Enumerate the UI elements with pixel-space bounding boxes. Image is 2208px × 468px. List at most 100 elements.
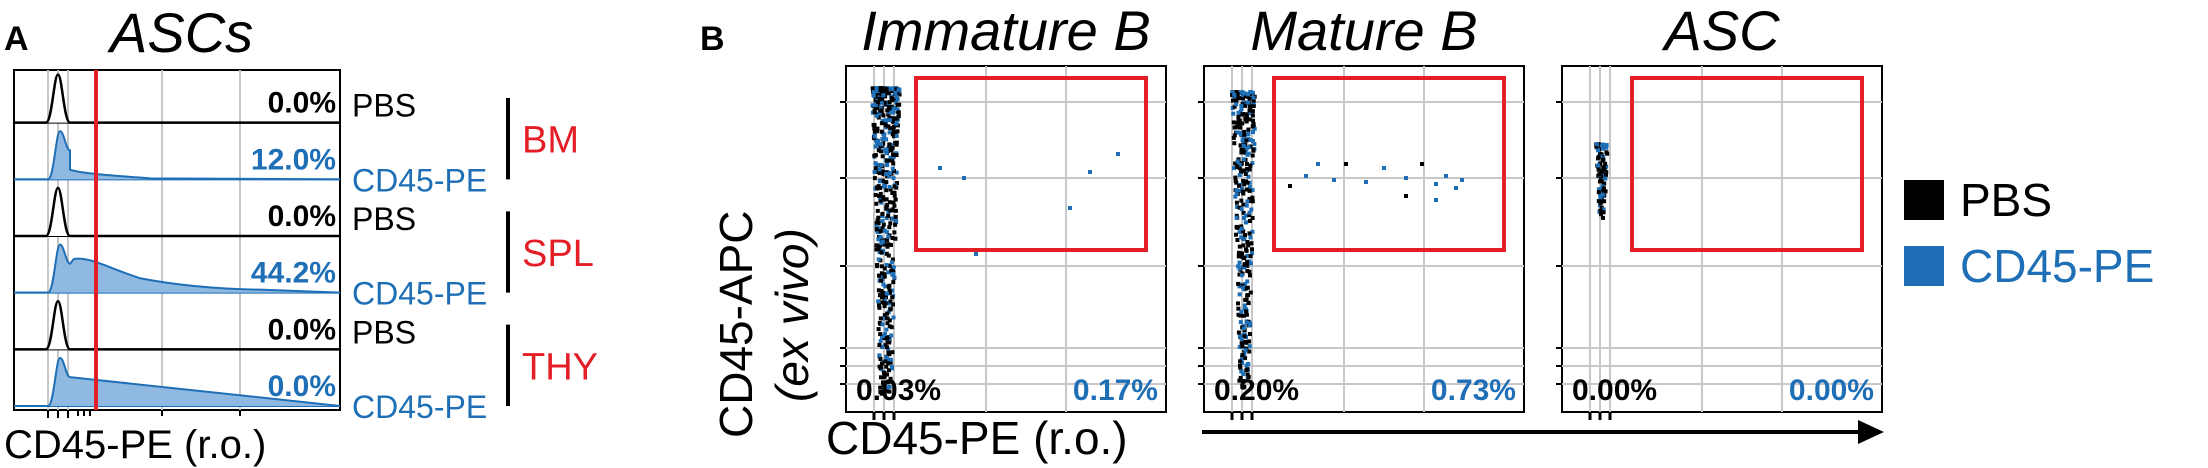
- scatter-point-pbs: [1241, 191, 1246, 196]
- scatter-point-cd45: [887, 184, 892, 189]
- scatter-gate-point: [1364, 180, 1368, 184]
- scatter-point-pbs: [894, 142, 899, 147]
- scatter-point-pbs: [1248, 219, 1252, 223]
- scatter-point-cd45: [1241, 143, 1246, 148]
- scatter-point-cd45: [1243, 151, 1248, 156]
- scatter-point-pbs: [1241, 112, 1246, 117]
- scatter-point-pbs: [895, 102, 900, 107]
- group-label: SPL: [522, 233, 594, 275]
- scatter-point-pbs: [890, 191, 895, 195]
- scatter-point-pbs: [1250, 113, 1255, 118]
- scatter-point-pbs: [1246, 243, 1251, 248]
- histogram-group-labels: BM SPL THY: [506, 98, 598, 406]
- scatter-point-cd45: [1239, 235, 1244, 240]
- scatter-percent-cd45: 0.00%: [1789, 374, 1874, 407]
- histogram-treatment: CD45-PE: [352, 276, 487, 312]
- scatter-point-pbs: [1248, 105, 1253, 109]
- scatter-point-cd45: [1596, 163, 1600, 168]
- scatter-point-cd45: [1247, 344, 1252, 349]
- scatter-point-pbs: [1234, 90, 1239, 94]
- scatter-point-cd45: [1242, 265, 1247, 270]
- scatter-point-pbs: [879, 129, 884, 134]
- scatter-point-pbs: [1245, 166, 1249, 171]
- scatter-point-cd45: [1241, 285, 1245, 290]
- scatter-point-pbs: [887, 100, 892, 105]
- scatter-point-pbs: [1236, 281, 1241, 286]
- histogram-percent: 0.0%: [268, 370, 336, 403]
- scatter-point-cd45: [1240, 186, 1244, 191]
- scatter-point-cd45: [878, 234, 883, 239]
- scatter-gate-point: [1434, 198, 1438, 202]
- scatter-point-pbs: [1247, 188, 1252, 193]
- scatter-point-pbs: [1244, 112, 1249, 117]
- scatter-point-pbs: [1247, 231, 1252, 236]
- scatter-plot: Immature B 0.03% 0.17%: [840, 0, 1167, 420]
- scatter-point-cd45: [885, 162, 889, 167]
- scatter-point-cd45: [1252, 142, 1257, 146]
- scatter-point-pbs: [895, 181, 899, 186]
- scatter-point-pbs: [891, 280, 896, 285]
- scatter-point-pbs: [1240, 251, 1244, 256]
- scatter-point-pbs: [876, 247, 881, 252]
- scatter-point-pbs: [1248, 254, 1253, 259]
- scatter-point-pbs: [1237, 183, 1241, 188]
- scatter-point-pbs: [1238, 359, 1243, 364]
- scatter-point-pbs: [1235, 92, 1240, 97]
- scatter-gate: [1272, 76, 1506, 252]
- scatter-point-cd45: [1243, 91, 1248, 96]
- scatter-point-pbs: [1248, 163, 1253, 168]
- scatter-point-pbs: [887, 340, 892, 345]
- scatter-point-cd45: [880, 335, 884, 340]
- scatter-point-cd45: [876, 139, 881, 144]
- scatter-point-pbs: [1247, 339, 1251, 344]
- scatter-point-cd45: [1604, 164, 1609, 169]
- scatter-point-pbs: [1600, 158, 1605, 163]
- scatter-point-cd45: [1248, 321, 1253, 326]
- scatter-point-cd45: [1239, 226, 1244, 231]
- scatter-point-cd45: [1237, 334, 1242, 339]
- scatter-point-pbs: [878, 198, 883, 203]
- scatter-point-pbs: [890, 257, 895, 262]
- scatter-point-pbs: [884, 316, 888, 321]
- scatter-point-pbs: [882, 375, 887, 380]
- scatter-point-cd45: [877, 112, 882, 116]
- scatter-point-pbs: [892, 169, 896, 173]
- scatter-point-pbs: [1250, 153, 1255, 158]
- scatter-point-pbs: [1234, 124, 1239, 129]
- scatter-point-pbs: [884, 158, 889, 163]
- scatter-point-pbs: [892, 184, 897, 189]
- scatter-point-pbs: [1240, 353, 1245, 358]
- group-label: BM: [522, 120, 579, 162]
- scatter-point-pbs: [891, 127, 896, 132]
- scatter-point-cd45: [1235, 130, 1240, 135]
- scatter-point-pbs: [873, 98, 878, 103]
- scatter-gate: [1630, 76, 1864, 252]
- scatter-point-pbs: [884, 389, 889, 394]
- scatter-gate-point: [938, 166, 942, 170]
- scatter-point-cd45: [1234, 215, 1239, 220]
- scatter-point-pbs: [1248, 290, 1253, 295]
- scatter-point-pbs: [1236, 306, 1241, 311]
- scatter-point-pbs: [1244, 312, 1249, 317]
- scatter-point-cd45: [872, 170, 877, 174]
- scatter-point-pbs: [893, 222, 898, 227]
- scatter-point-pbs: [892, 190, 897, 195]
- scatter-point-cd45: [885, 385, 890, 390]
- scatter-point-cd45: [874, 224, 879, 229]
- scatter-point-cd45: [890, 166, 895, 171]
- scatter-point-pbs: [1244, 286, 1249, 291]
- scatter-point-pbs: [1596, 167, 1601, 172]
- scatter-point-pbs: [879, 361, 884, 366]
- scatter-point-cd45: [884, 327, 889, 332]
- scatter-point-pbs: [889, 243, 893, 247]
- scatter-point-cd45: [880, 239, 885, 244]
- scatter-point-pbs: [880, 226, 885, 231]
- scatter-point-cd45: [891, 110, 896, 115]
- scatter-point-pbs: [1247, 349, 1252, 354]
- scatter-point-cd45: [876, 141, 881, 146]
- scatter-point-pbs: [872, 123, 877, 127]
- scatter-point-pbs: [1241, 168, 1246, 173]
- scatter-point-pbs: [1246, 127, 1251, 132]
- scatter-point-pbs: [1245, 180, 1250, 185]
- scatter-point-pbs: [881, 242, 886, 247]
